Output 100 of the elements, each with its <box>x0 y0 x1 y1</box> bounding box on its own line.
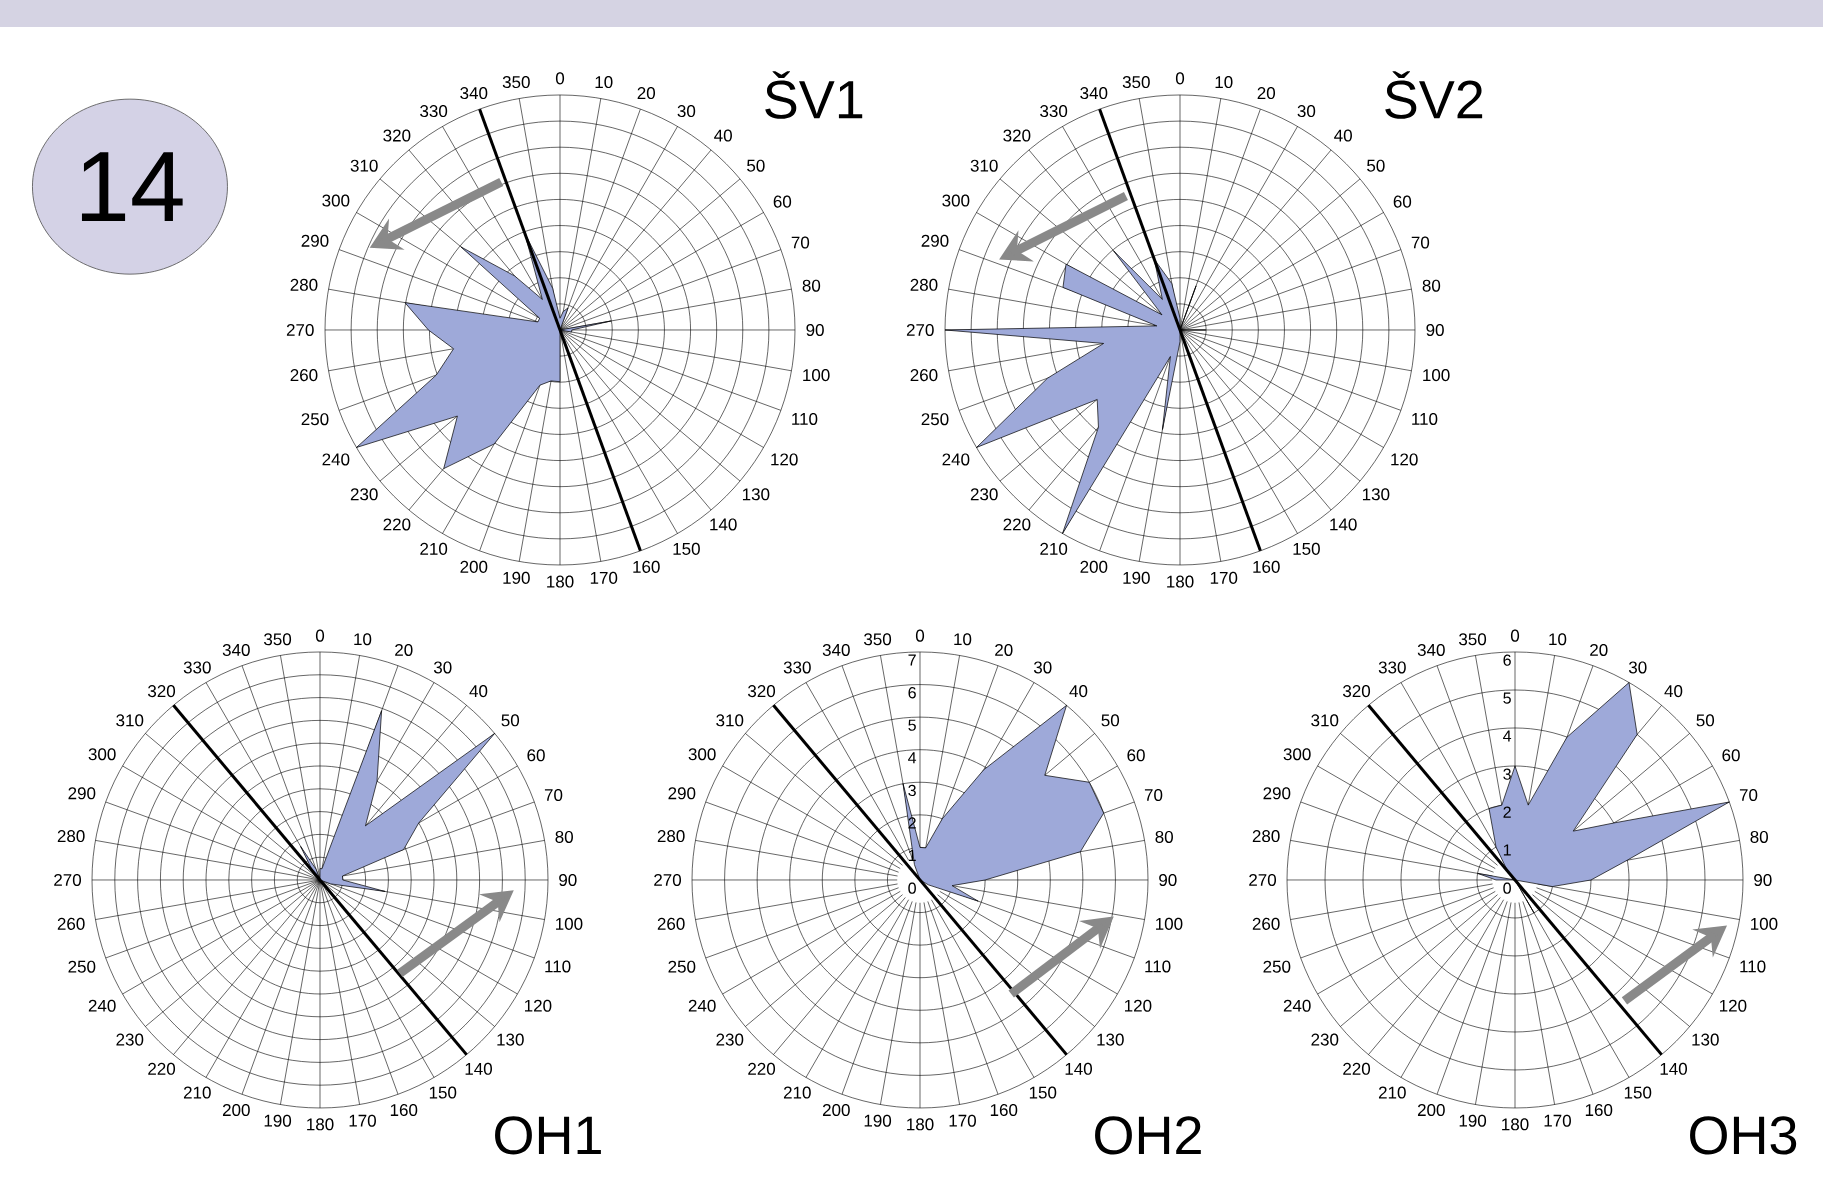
spoke-label: 200 <box>222 1104 250 1117</box>
spoke-label: 330 <box>183 661 211 674</box>
spoke-label: 130 <box>742 488 770 501</box>
spoke-label: 340 <box>822 643 850 656</box>
spoke-label: 20 <box>1590 643 1608 656</box>
spoke-label: 250 <box>1263 960 1291 973</box>
spoke-label: 140 <box>1660 1062 1688 1075</box>
spoke-label: 30 <box>677 105 696 118</box>
spoke-label: 220 <box>1343 1062 1371 1075</box>
spoke-label: 110 <box>1412 412 1438 425</box>
spoke-label: 120 <box>1124 999 1152 1012</box>
spoke-label: 190 <box>1459 1114 1487 1127</box>
spoke-label: 310 <box>716 714 744 727</box>
spoke-label: 70 <box>1739 788 1758 802</box>
spoke-label: 160 <box>1585 1104 1613 1117</box>
spoke-label: 110 <box>545 960 571 973</box>
spoke-label: 290 <box>668 787 696 800</box>
spoke-label: 70 <box>544 788 563 802</box>
spoke-label: 310 <box>970 159 998 172</box>
spoke-label: 250 <box>921 413 949 426</box>
spoke-label: 60 <box>1722 749 1740 762</box>
spoke-label: 90 <box>1754 873 1772 887</box>
y-tick-label: 4 <box>908 752 917 764</box>
y-tick-label: 7 <box>908 654 916 666</box>
spoke-label: 160 <box>1253 560 1280 573</box>
spoke-label: 140 <box>1065 1062 1093 1075</box>
spoke-label: 250 <box>68 960 96 973</box>
y-tick-label: 4 <box>1503 730 1512 742</box>
spoke-label: 270 <box>1249 873 1277 887</box>
spoke-label: 300 <box>688 748 716 761</box>
spoke-label: 80 <box>802 279 821 292</box>
spoke-label: 80 <box>555 830 573 843</box>
spoke-label: 70 <box>791 236 810 249</box>
spoke-label: 240 <box>322 453 350 466</box>
spoke-label: 100 <box>1156 917 1183 930</box>
spoke-label: 340 <box>1080 87 1108 100</box>
spoke-label: 350 <box>502 76 530 89</box>
spoke-label: 150 <box>1293 542 1320 555</box>
spoke-label: 270 <box>654 873 682 887</box>
spoke-label: 180 <box>1502 1118 1529 1131</box>
spoke-label: 210 <box>1040 542 1068 555</box>
spoke-label: 120 <box>1719 999 1747 1012</box>
spoke-label: 100 <box>803 369 830 382</box>
spoke-label: 110 <box>792 412 818 425</box>
spoke-label: 200 <box>1080 560 1108 573</box>
spoke-label: 260 <box>290 369 318 382</box>
spoke-label: 130 <box>1362 488 1390 501</box>
chart-title: ŠV2 <box>1385 71 1483 119</box>
spoke-label: 40 <box>1069 685 1088 698</box>
spoke-label: 90 <box>559 873 577 887</box>
spoke-label: 170 <box>349 1114 376 1127</box>
spoke-label: 350 <box>1122 76 1150 89</box>
spoke-label: 80 <box>1750 830 1768 843</box>
spoke-label: 170 <box>1544 1114 1571 1127</box>
spoke-label: 330 <box>1040 105 1068 118</box>
spoke-label: 40 <box>469 685 488 698</box>
y-tick-label: 6 <box>1503 654 1511 666</box>
spoke-label: 90 <box>1426 323 1444 337</box>
spoke-label: 60 <box>773 195 792 208</box>
spoke-label: 60 <box>1393 195 1412 208</box>
spoke-label: 350 <box>1459 633 1487 646</box>
spoke-label: 100 <box>1751 917 1778 930</box>
spoke-label: 150 <box>1624 1086 1652 1099</box>
spoke-label: 60 <box>527 749 545 762</box>
spoke-label: 70 <box>1144 788 1163 802</box>
spoke-label: 140 <box>710 518 737 531</box>
chart-title: ŠV1 <box>765 71 863 119</box>
spoke-label: 290 <box>1263 787 1291 800</box>
spoke-label: 90 <box>806 323 824 337</box>
y-tick-label: 2 <box>908 817 916 829</box>
spoke-label: 260 <box>657 917 685 930</box>
spoke-label: 200 <box>1417 1104 1445 1117</box>
spoke-label: 180 <box>307 1118 334 1131</box>
spoke-label: 170 <box>949 1114 976 1127</box>
spoke-label: 190 <box>864 1114 892 1127</box>
spoke-label: 230 <box>116 1033 144 1046</box>
spoke-label: 180 <box>907 1118 934 1131</box>
spoke-label: 210 <box>783 1086 811 1099</box>
spoke-label: 20 <box>395 643 413 656</box>
spoke-label: 220 <box>748 1062 776 1075</box>
spoke-label: 120 <box>524 999 552 1012</box>
spoke-label: 230 <box>970 488 998 501</box>
spoke-label: 200 <box>460 560 488 573</box>
spoke-label: 150 <box>673 542 700 555</box>
spoke-label: 140 <box>465 1062 493 1075</box>
spoke-label: 240 <box>88 999 116 1012</box>
spoke-label: 320 <box>383 129 411 142</box>
spoke-label: 240 <box>942 453 970 466</box>
spoke-label: 70 <box>1411 236 1430 249</box>
spoke-label: 120 <box>771 453 798 466</box>
spoke-label: 130 <box>1692 1033 1719 1046</box>
spoke-label: 320 <box>748 685 776 698</box>
spoke-label: 50 <box>1696 714 1715 727</box>
text: OH3 <box>1690 1116 1797 1155</box>
spoke-label: 310 <box>116 714 144 727</box>
spoke-label: 320 <box>1343 685 1371 698</box>
spoke-label: 50 <box>1101 714 1120 727</box>
spoke-label: 0 <box>315 629 325 642</box>
spoke-label: 30 <box>1297 105 1316 118</box>
spoke-label: 40 <box>1334 129 1352 142</box>
